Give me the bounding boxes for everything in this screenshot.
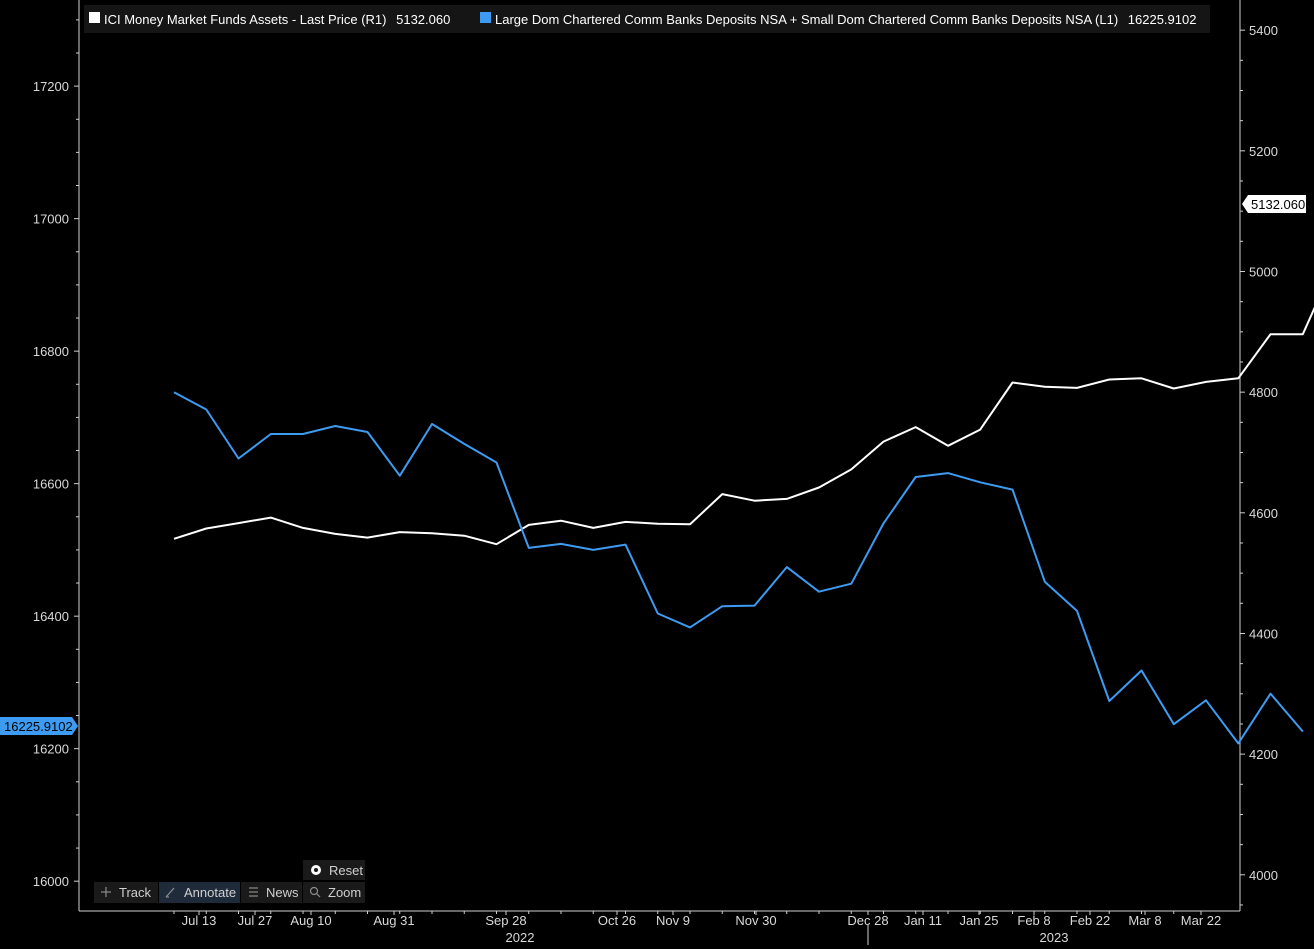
- left-tick-label: 17200: [33, 79, 69, 94]
- news-button-background: [241, 882, 302, 903]
- legend-swatch-deposits: [480, 12, 491, 23]
- news-button-label: News: [266, 885, 299, 900]
- zoom-button-background: [303, 882, 365, 903]
- right-tick-label: 4200: [1249, 747, 1278, 762]
- legend-label-deposits: Large Dom Chartered Comm Banks Deposits …: [495, 12, 1196, 27]
- x-year-label: 2022: [506, 930, 535, 945]
- track-button-background: [94, 882, 158, 903]
- x-tick-label: Nov 30: [735, 913, 776, 928]
- right-tick-label: 5000: [1249, 264, 1278, 279]
- zoom-button[interactable]: Zoom: [303, 882, 365, 903]
- legend: ICI Money Market Funds Assets - Last Pri…: [84, 5, 1210, 33]
- x-tick-label: Feb 22: [1070, 913, 1110, 928]
- left-tick-label: 16200: [33, 742, 69, 757]
- reset-button-background: [303, 860, 365, 880]
- x-tick-label: Mar 22: [1181, 913, 1221, 928]
- left-tick-label: 17000: [33, 212, 69, 227]
- x-year-label: 2023: [1040, 930, 1069, 945]
- annotate-button-label: Annotate: [184, 885, 236, 900]
- left-tick-label: 16000: [33, 874, 69, 889]
- right-tick-label: 4400: [1249, 626, 1278, 641]
- x-tick-label: Sep 28: [485, 913, 526, 928]
- x-tick-label: Feb 8: [1017, 913, 1050, 928]
- magnifier-icon: [309, 886, 321, 898]
- annotate-button-background: [159, 882, 240, 903]
- list-icon: [249, 887, 258, 897]
- series-layer: [173, 306, 1314, 745]
- legend-value-deposits: 16225.9102: [1128, 12, 1197, 27]
- track-button[interactable]: Track: [94, 882, 158, 903]
- last-value-label-left: 16225.9102: [0, 717, 78, 735]
- x-tick-label: Mar 8: [1128, 913, 1161, 928]
- legend-value-mmf: 5132.060: [396, 12, 450, 27]
- x-tick-label: Oct 26: [598, 913, 636, 928]
- right-tick-label: 4000: [1249, 868, 1278, 883]
- news-button[interactable]: News: [241, 882, 302, 903]
- last-value-right-text: 5132.060: [1251, 197, 1305, 212]
- x-tick-label: Jan 25: [959, 913, 998, 928]
- last-value-label-right: 5132.060: [1242, 195, 1306, 213]
- right-tick-label: 5200: [1249, 144, 1278, 159]
- radio-dot-icon: [311, 865, 321, 875]
- right-tick-label: 4800: [1249, 385, 1278, 400]
- left-tick-label: 16400: [33, 609, 69, 624]
- right-tick-label: 4600: [1249, 506, 1278, 521]
- x-tick-label: Jul 27: [238, 913, 273, 928]
- right-tick-label: 5400: [1249, 23, 1278, 38]
- last-value-left-text: 16225.9102: [4, 719, 73, 734]
- reset-button-label: Reset: [329, 863, 363, 878]
- right-axis-ticks: 4000 4200 4400 4600 4800 5000 5200 5400: [1240, 23, 1278, 906]
- mmf-series-line: [173, 306, 1314, 546]
- crosshair-icon: [101, 887, 111, 897]
- chart-toolbar: Reset Track Annotate: [94, 860, 365, 903]
- legend-label-mmf-text: ICI Money Market Funds Assets - Last Pri…: [104, 12, 386, 27]
- pencil-icon: [165, 887, 175, 898]
- last-value-right-background: [1242, 195, 1306, 213]
- deposits-series-line: [173, 391, 1304, 745]
- zoom-button-label: Zoom: [328, 885, 361, 900]
- annotate-button[interactable]: Annotate: [159, 882, 240, 903]
- legend-label-deposits-text: Large Dom Chartered Comm Banks Deposits …: [495, 12, 1118, 27]
- legend-background: [84, 5, 1210, 33]
- x-tick-label: Aug 31: [373, 913, 414, 928]
- x-tick-label: Nov 9: [656, 913, 690, 928]
- track-button-label: Track: [119, 885, 152, 900]
- left-tick-label: 16800: [33, 344, 69, 359]
- x-tick-label: Dec 28: [847, 913, 888, 928]
- reset-button[interactable]: Reset: [303, 860, 365, 880]
- x-tick-label: Jan 11: [904, 913, 942, 928]
- legend-swatch-mmf: [89, 12, 100, 23]
- x-tick-label: Jul 13: [182, 913, 217, 928]
- x-axis-ticks: Jul 13 Jul 27 Aug 10 Aug 31 Sep 28 Oct 26 Nov …: [173, 911, 1221, 945]
- left-tick-label: 16600: [33, 477, 69, 492]
- left-axis-ticks: 16000 16200 16400 16600 16800 17000 17200: [33, 19, 79, 889]
- x-tick-label: Aug 10: [290, 913, 331, 928]
- legend-label-mmf: ICI Money Market Funds Assets - Last Pri…: [104, 12, 450, 27]
- last-value-left-background: [0, 717, 78, 735]
